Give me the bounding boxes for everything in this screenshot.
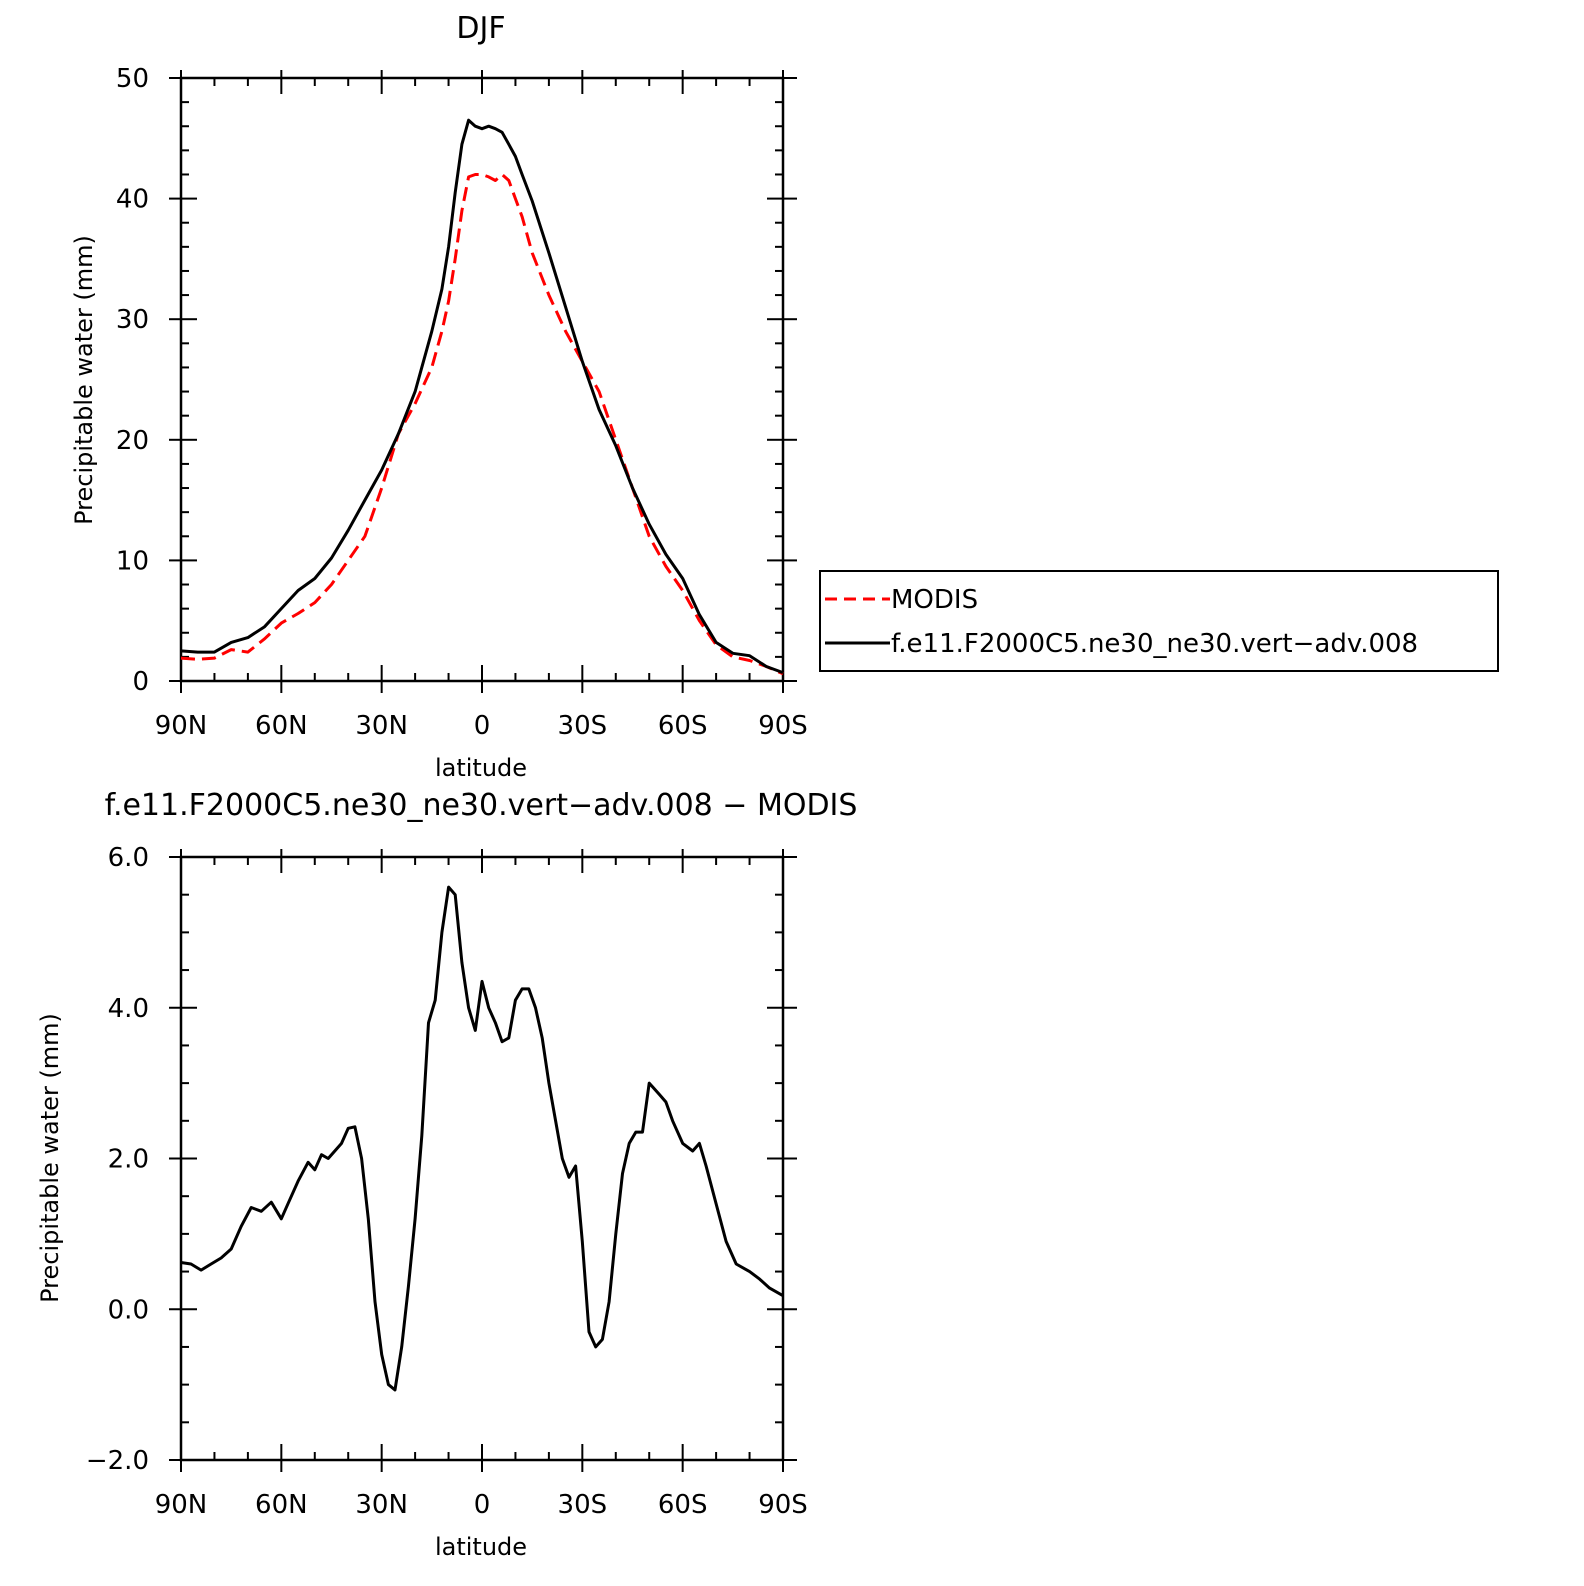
series-line-1 [180,118,784,675]
panel1-y-axis-title: Precipitable water (mm) [70,235,98,525]
y-tick-label: 20 [116,426,149,456]
x-tick-label: 60N [255,1490,308,1520]
series-line-0 [180,885,784,1392]
y-tick-label: 6.0 [108,843,149,873]
y-tick-label: 2.0 [108,1145,149,1175]
panel-difference: f.e11.F2000C5.ne30_ne30.vert−adv.008 − M… [36,788,857,1561]
x-tick-label: 30N [355,1490,408,1520]
x-tick-label: 90N [155,1490,208,1520]
series-line-0 [180,173,784,676]
y-tick-label: 0 [132,667,149,697]
panel1-ticks [169,70,797,693]
y-tick-label: −2.0 [86,1446,149,1476]
x-tick-label: 90S [758,1490,808,1520]
y-tick-label: 4.0 [108,994,149,1024]
panel1-title: DJF [456,11,505,46]
x-tick-label: 0 [474,711,491,741]
panel2-y-axis-title: Precipitable water (mm) [36,1013,64,1303]
x-tick-label: 60S [658,711,708,741]
x-tick-label: 30N [355,711,408,741]
panel2-x-axis-title: latitude [435,1533,527,1561]
legend-box [819,570,1499,672]
y-tick-label: 50 [116,64,149,94]
panel1-x-axis-title: latitude [435,754,527,782]
panel1-plot-frame [179,76,785,683]
legend-label-model: f.e11.F2000C5.ne30_ne30.vert−adv.008 [891,629,1418,659]
x-tick-label: 0 [474,1490,491,1520]
panel1-x-tick-labels: 90N 60N 30N 0 30S 60S 90S [155,711,808,741]
panel2-ticks [169,849,797,1472]
x-tick-label: 90S [758,711,808,741]
panel2-plot-frame [179,855,785,1462]
panel2-title: f.e11.F2000C5.ne30_ne30.vert−adv.008 − M… [105,788,858,823]
x-tick-label: 30S [558,1490,608,1520]
panel2-y-tick-labels: −2.0 0.0 2.0 4.0 6.0 [86,843,149,1476]
panel1-y-tick-labels: 0 10 20 30 40 50 [116,64,149,697]
panel2-x-tick-labels: 90N 60N 30N 0 30S 60S 90S [155,1490,808,1520]
x-tick-label: 60N [255,711,308,741]
x-tick-label: 30S [558,711,608,741]
x-tick-label: 90N [155,711,208,741]
panel1-series [180,118,784,676]
y-tick-label: 40 [116,185,149,215]
legend: MODIS f.e11.F2000C5.ne30_ne30.vert−adv.0… [819,570,1499,672]
panel-djf: DJF 0 10 20 30 40 50 90N 60N 30N 0 30S 60S 90S lati… [70,11,1499,782]
legend-label-modis: MODIS [891,585,978,615]
panel2-series [180,885,784,1392]
y-tick-label: 10 [116,546,149,576]
y-tick-label: 0.0 [108,1295,149,1325]
x-tick-label: 60S [658,1490,708,1520]
y-tick-label: 30 [116,305,149,335]
